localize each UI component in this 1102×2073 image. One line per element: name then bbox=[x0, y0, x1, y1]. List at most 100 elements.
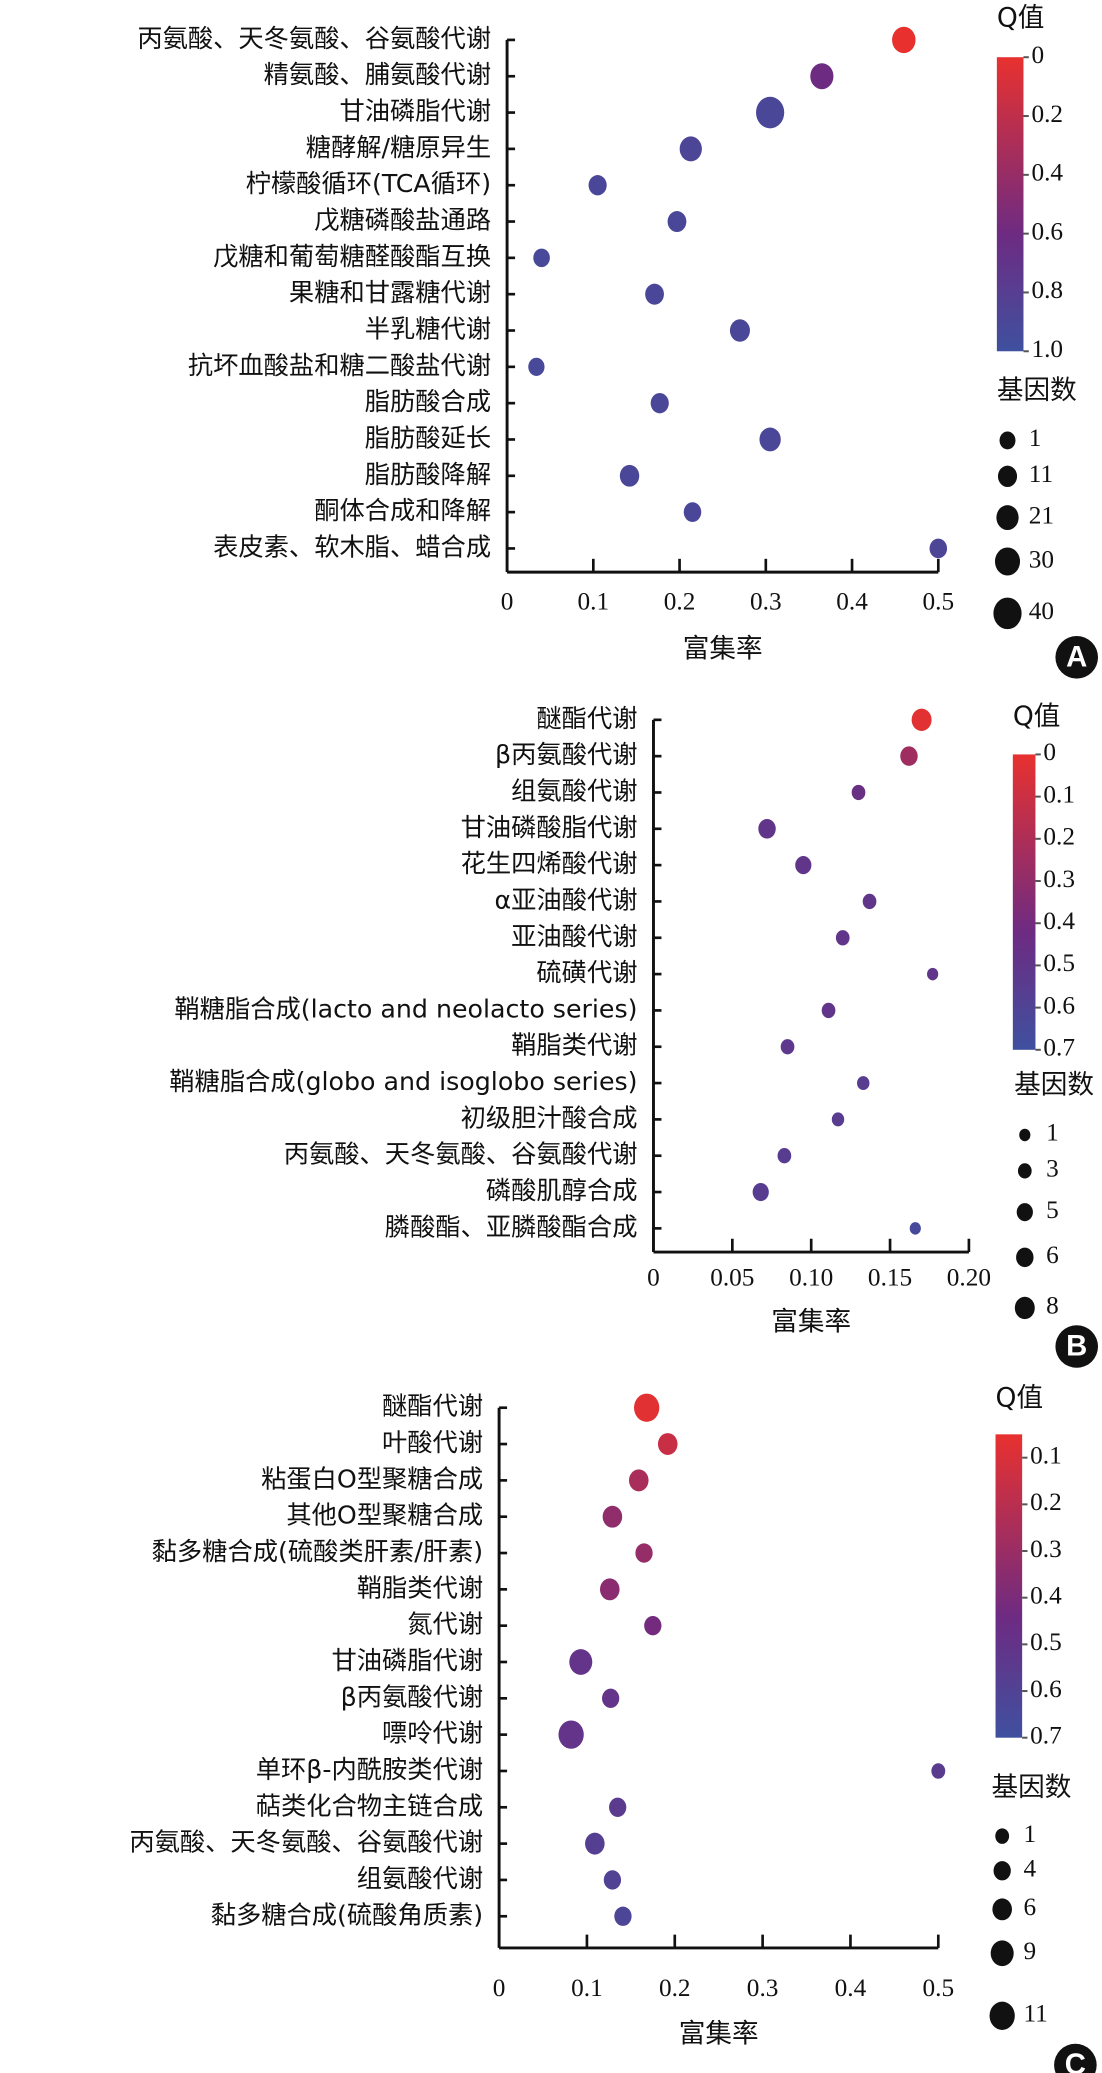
data-point bbox=[603, 1870, 622, 1890]
panel-letter-badge bbox=[1054, 2043, 1097, 2073]
x-tick-label: 0.05 bbox=[710, 1263, 754, 1291]
x-tick-label: 0.3 bbox=[747, 1974, 779, 2002]
category-label: 脂肪酸合成 bbox=[365, 387, 491, 416]
color-bar-tick-label: 0 bbox=[1031, 41, 1044, 69]
category-label: 萜类化合物主链合成 bbox=[256, 1791, 483, 1820]
category-label: 单环β-内酰胺类代谢 bbox=[256, 1755, 483, 1784]
category-label: 鞘糖脂合成(lacto and neolacto series) bbox=[174, 994, 637, 1023]
category-label: 黏多糖合成(硫酸角质素) bbox=[211, 1900, 483, 1929]
data-point bbox=[528, 357, 545, 376]
color-bar-tick-label: 0.6 bbox=[1043, 991, 1075, 1019]
data-point bbox=[644, 1615, 662, 1636]
size-legend-dot bbox=[1016, 1247, 1034, 1268]
x-tick-label: 0.1 bbox=[578, 587, 610, 615]
x-tick-label: 0.3 bbox=[750, 587, 782, 615]
data-point bbox=[569, 1649, 593, 1675]
size-legend-dot bbox=[997, 465, 1018, 488]
category-label: 丙氨酸、天冬氨酸、谷氨酸代谢 bbox=[129, 1828, 483, 1857]
x-tick-label: 0.2 bbox=[664, 587, 696, 615]
category-label: 亚油酸代谢 bbox=[511, 922, 637, 951]
panel-letter: C bbox=[1065, 2049, 1086, 2073]
data-point bbox=[657, 1433, 678, 1456]
category-label: 初级胆汁酸合成 bbox=[461, 1103, 638, 1132]
color-bar bbox=[996, 57, 1024, 352]
category-label: 戊糖磷酸盐通路 bbox=[314, 206, 491, 235]
data-point bbox=[619, 464, 640, 487]
category-label: 花生四烯酸代谢 bbox=[461, 849, 638, 878]
data-point bbox=[900, 746, 918, 766]
size-legend-dot bbox=[989, 2001, 1015, 2030]
x-tick-label: 0.20 bbox=[947, 1263, 991, 1291]
size-legend-dot bbox=[1017, 1163, 1032, 1179]
color-bar-tick-label: 0 bbox=[1043, 738, 1056, 766]
data-point bbox=[634, 1393, 660, 1422]
data-point bbox=[909, 1222, 921, 1235]
x-tick-label: 0.1 bbox=[571, 1974, 603, 2002]
data-point bbox=[911, 708, 932, 732]
data-point bbox=[795, 856, 812, 875]
data-point bbox=[588, 175, 607, 196]
data-point bbox=[780, 1039, 795, 1055]
category-label: 表皮素、软木脂、蜡合成 bbox=[213, 532, 491, 561]
color-bar-tick-label: 0.5 bbox=[1030, 1628, 1062, 1656]
x-tick-label: 0.5 bbox=[922, 587, 954, 615]
data-point bbox=[752, 1182, 769, 1202]
category-label: 黏多糖合成(硫酸类肝素/肝素) bbox=[152, 1537, 483, 1566]
size-legend-dot bbox=[993, 597, 1022, 630]
panel-letter: B bbox=[1066, 1331, 1087, 1363]
category-label: 丙氨酸、天冬氨酸、谷氨酸代谢 bbox=[137, 24, 491, 53]
category-label: 鞘脂类代谢 bbox=[357, 1573, 483, 1602]
color-bar-tick-label: 0.2 bbox=[1043, 823, 1075, 851]
color-bar-tick-label: 0.3 bbox=[1043, 865, 1075, 893]
size-legend-dot bbox=[992, 1898, 1012, 1921]
x-tick-label: 0.4 bbox=[835, 1974, 867, 2002]
data-point bbox=[931, 1763, 946, 1779]
category-label: 戊糖和葡萄糖醛酸酯互换 bbox=[213, 242, 491, 271]
data-point bbox=[729, 319, 750, 342]
category-label: 叶酸代谢 bbox=[382, 1428, 483, 1457]
color-bar-tick-label: 0.7 bbox=[1043, 1034, 1075, 1062]
size-legend-dot bbox=[996, 505, 1019, 531]
x-tick-label: 0.10 bbox=[789, 1263, 833, 1291]
data-point bbox=[679, 136, 702, 162]
category-label: β丙氨酸代谢 bbox=[341, 1682, 483, 1711]
color-legend-title: Q值 bbox=[997, 3, 1045, 34]
x-tick-label: 0 bbox=[647, 1263, 660, 1291]
data-point bbox=[851, 784, 866, 801]
category-label: 醚酯代谢 bbox=[382, 1392, 483, 1421]
category-label: 粘蛋白O型聚糖合成 bbox=[261, 1464, 483, 1493]
x-axis-title: 富集率 bbox=[679, 2018, 759, 2049]
data-point bbox=[635, 1543, 653, 1563]
data-point bbox=[533, 248, 550, 268]
color-bar-tick-label: 0.7 bbox=[1030, 1721, 1062, 1749]
data-point bbox=[645, 283, 664, 305]
data-point bbox=[756, 96, 785, 129]
size-legend-label: 3 bbox=[1046, 1155, 1059, 1183]
category-label: 甘油磷脂代谢 bbox=[339, 97, 491, 126]
color-bar-tick-label: 0.3 bbox=[1030, 1535, 1062, 1563]
category-label: 鞘脂类代谢 bbox=[511, 1031, 637, 1060]
size-legend-label: 8 bbox=[1046, 1292, 1059, 1320]
category-label: 膦酸酯、亚膦酸酯合成 bbox=[385, 1212, 638, 1241]
size-legend-label: 40 bbox=[1029, 597, 1054, 625]
panel-a-bubble-chart: 丙氨酸、天冬氨酸、谷氨酸代谢精氨酸、脯氨酸代谢甘油磷脂代谢糖酵解/糖原异生柠檬酸… bbox=[137, 3, 1099, 679]
category-label: β丙氨酸代谢 bbox=[495, 740, 637, 769]
data-point bbox=[683, 502, 702, 522]
color-bar bbox=[1012, 754, 1036, 1050]
category-label: 抗坏血酸盐和糖二酸盐代谢 bbox=[188, 351, 491, 380]
size-legend-label: 1 bbox=[1046, 1119, 1059, 1147]
data-point bbox=[602, 1505, 623, 1528]
size-legend-dot bbox=[1019, 1128, 1031, 1142]
data-point bbox=[777, 1148, 792, 1164]
color-bar-tick-label: 0.2 bbox=[1031, 100, 1063, 128]
category-label: 组氨酸代谢 bbox=[357, 1864, 483, 1893]
category-label: 组氨酸代谢 bbox=[511, 776, 637, 805]
size-legend-dot bbox=[995, 1828, 1010, 1844]
size-legend-dot bbox=[993, 1861, 1011, 1881]
data-point bbox=[614, 1906, 632, 1926]
size-legend-label: 5 bbox=[1046, 1196, 1059, 1224]
color-bar bbox=[995, 1434, 1023, 1738]
data-point bbox=[892, 26, 916, 54]
size-legend-title: 基因数 bbox=[992, 1772, 1072, 1803]
